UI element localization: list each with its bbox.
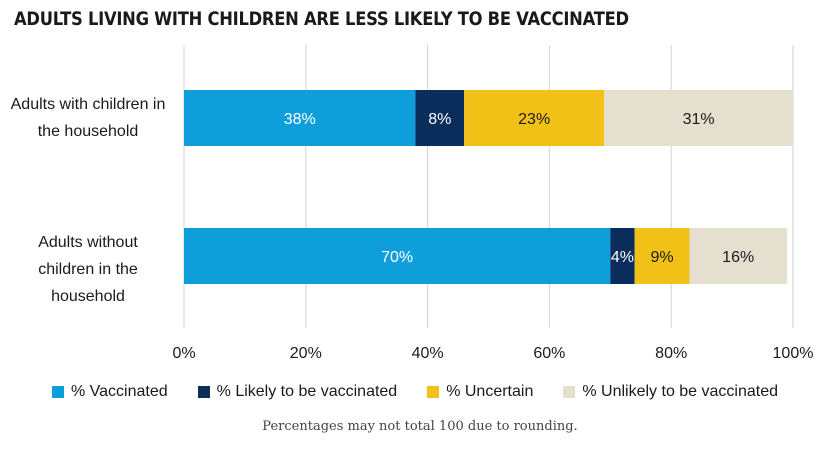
legend-label: % Likely to be vaccinated [216,383,398,400]
bars: 38% 8% 23% 31% 70% 4% 9% 16% [184,90,793,284]
legend-item: % Uncertain [427,383,533,401]
category-label: Adults without children in the household [38,234,138,305]
legend-label: % Unlikely to be vaccinated [582,383,779,400]
data-label: 70% [381,249,413,266]
footnote: Percentages may not total 100 due to rou… [262,419,578,434]
legend-swatch [197,386,210,398]
x-tick-label: 0% [172,345,195,362]
bar-segment [415,90,465,146]
bar-segment [689,228,787,284]
x-tick-label: 80% [655,345,687,362]
bar-segment [464,90,605,146]
legend-item: % Unlikely to be vaccinated [563,383,778,401]
gridlines [183,45,794,328]
bar-segment [610,228,635,284]
legend-label: % Vaccinated [71,383,168,400]
data-label: 4% [611,249,634,266]
stacked-bar-chart: 38% 8% 23% 31% 70% 4% 9% 16% 0% 20% 40% 60% 80% 100% [172,45,813,362]
legend-swatch [427,386,440,398]
x-tick-label: 100% [773,345,814,362]
legend-swatch [563,386,576,398]
x-tick-label: 60% [533,345,565,362]
category-label: Adults with children in the household [10,96,166,140]
x-axis-ticks: 0% 20% 40% 60% 80% 100% [172,345,813,362]
legend: % Vaccinated % Likely to be vaccinated % U… [52,382,808,402]
chart-title: ADULTS LIVING WITH CHILDREN ARE LESS LIK… [14,8,629,30]
bar-segment [604,90,793,146]
bar-segment [184,90,416,146]
bar-segment [634,228,690,284]
x-tick-label: 20% [290,345,322,362]
data-label: 38% [284,111,316,128]
data-label: 8% [428,111,451,128]
legend-item: % Likely to be vaccinated [197,383,398,401]
legend-item: % Vaccinated [52,383,168,401]
x-tick-label: 40% [412,345,444,362]
bar-segment [184,228,611,284]
legend-label: % Uncertain [446,383,534,400]
data-label: 16% [722,249,754,266]
data-label: 9% [651,249,674,266]
data-label: 31% [683,111,715,128]
data-label: 23% [518,111,550,128]
legend-swatch [52,386,64,398]
